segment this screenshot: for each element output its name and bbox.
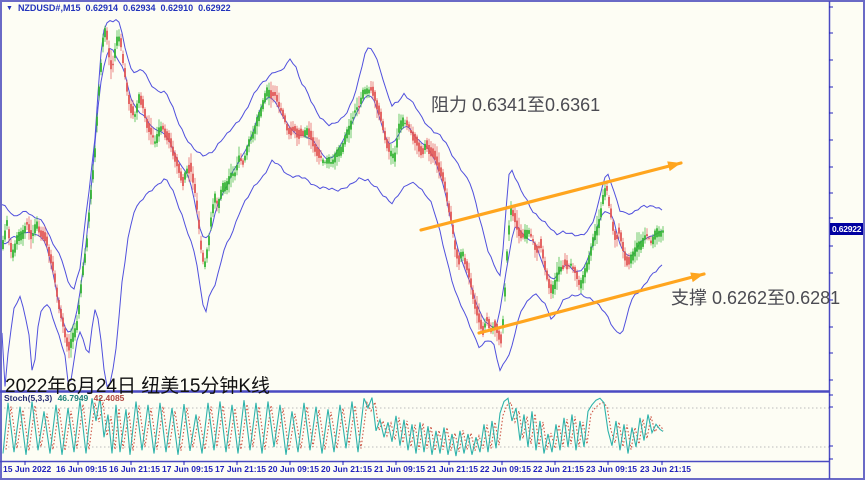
price-axis[interactable]: 0.640250.638950.637600.636250.634950.633… xyxy=(830,0,865,480)
time-axis-label: 17 Jun 21:15 xyxy=(215,464,267,474)
bollinger-lower-band xyxy=(1,159,663,388)
ohlc-low: 0.62910 xyxy=(160,3,194,13)
stochastic-signal-line xyxy=(5,400,664,452)
bollinger-upper-band xyxy=(1,18,663,290)
current-price-tag: 0.62922 xyxy=(830,223,864,235)
support-annotation: 支撑 0.6262至0.6281 xyxy=(671,288,841,308)
stochastic-main-line xyxy=(2,397,664,457)
bollinger-middle-band xyxy=(1,47,663,333)
time-axis-label: 15 Jun 2022 xyxy=(3,464,52,474)
time-axis-label: 20 Jun 21:15 xyxy=(321,464,373,474)
trendline-lower-channel[interactable] xyxy=(477,272,706,335)
resistance-annotation: 阻力 0.6341至0.6361 xyxy=(431,95,601,115)
time-axis-label: 23 Jun 21:15 xyxy=(640,464,692,474)
candles xyxy=(2,25,664,359)
stochastic-label: Stoch(5,3,3) 46.7949 42.4085 xyxy=(4,393,124,403)
chart-header: ▼ NZDUSD#,M15 0.62914 0.62934 0.62910 0.… xyxy=(6,3,231,13)
time-axis-label: 23 Jun 09:15 xyxy=(586,464,638,474)
main-pane[interactable] xyxy=(1,18,664,388)
chart-caption: 2022年6月24日 纽美15分钟K线 xyxy=(5,376,271,397)
ohlc-high: 0.62934 xyxy=(123,3,156,13)
time-axis-label: 17 Jun 09:15 xyxy=(162,464,214,474)
time-axis-label: 20 Jun 09:15 xyxy=(268,464,320,474)
time-axis-label: 21 Jun 21:15 xyxy=(427,464,479,474)
time-axis[interactable]: 15 Jun 2022 16 Jun 09:15 16 Jun 21:15 17 Ju… xyxy=(0,461,829,479)
stochastic-d-value: 42.4085 xyxy=(93,393,125,403)
stochastic-k-value: 46.7949 xyxy=(57,393,89,403)
time-axis-label: 16 Jun 21:15 xyxy=(109,464,161,474)
time-axis-label: 16 Jun 09:15 xyxy=(56,464,108,474)
time-axis-label: 21 Jun 09:15 xyxy=(374,464,426,474)
chart-menu-icon[interactable]: ▼ xyxy=(6,4,13,12)
trendline-upper-channel[interactable] xyxy=(419,161,683,232)
ohlc-close: 0.62922 xyxy=(198,3,231,13)
time-axis-label: 22 Jun 09:15 xyxy=(480,464,532,474)
ohlc-open: 0.62914 xyxy=(85,3,118,13)
stochastic-pane xyxy=(0,397,829,457)
stochastic-name: Stoch(5,3,3) xyxy=(4,393,53,403)
time-axis-label: 22 Jun 21:15 xyxy=(533,464,585,474)
symbol-timeframe: NZDUSD#,M15 xyxy=(17,3,81,13)
